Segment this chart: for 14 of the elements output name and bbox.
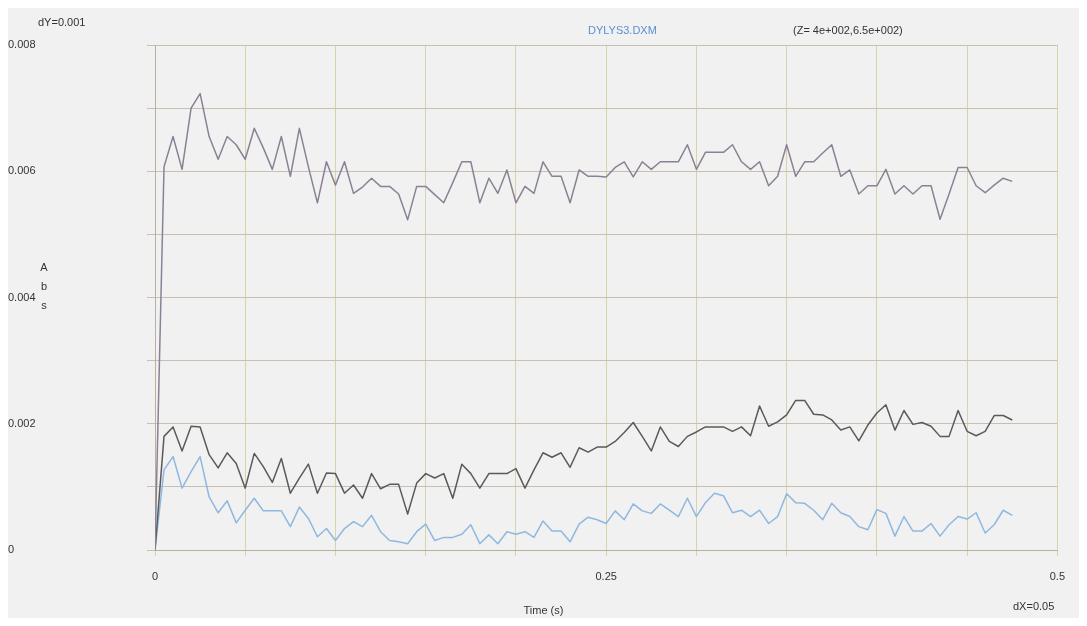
y-tick-label: 0.004 <box>8 290 36 303</box>
chart-subtitle: (Z= 4e+002,6.5e+002) <box>793 24 903 36</box>
y-axis-title: Abs <box>40 260 48 313</box>
x-axis-title: Time (s) <box>523 604 564 616</box>
text: dY=0.001 <box>38 16 86 28</box>
y-tick-label: 0.006 <box>8 164 36 177</box>
y-tick-label: 0.008 <box>8 38 36 51</box>
x-tick-label: 0 <box>151 569 159 582</box>
x-tick-label: 0.25 <box>595 569 617 582</box>
y-tick-label: 0.002 <box>8 416 36 429</box>
chart-title: DYLYS3.DXM <box>588 24 657 36</box>
x-tick-label: 0.5 <box>1049 569 1065 582</box>
y-tick-label: 0 <box>8 543 15 556</box>
text: dX=0.05 <box>1013 600 1055 612</box>
